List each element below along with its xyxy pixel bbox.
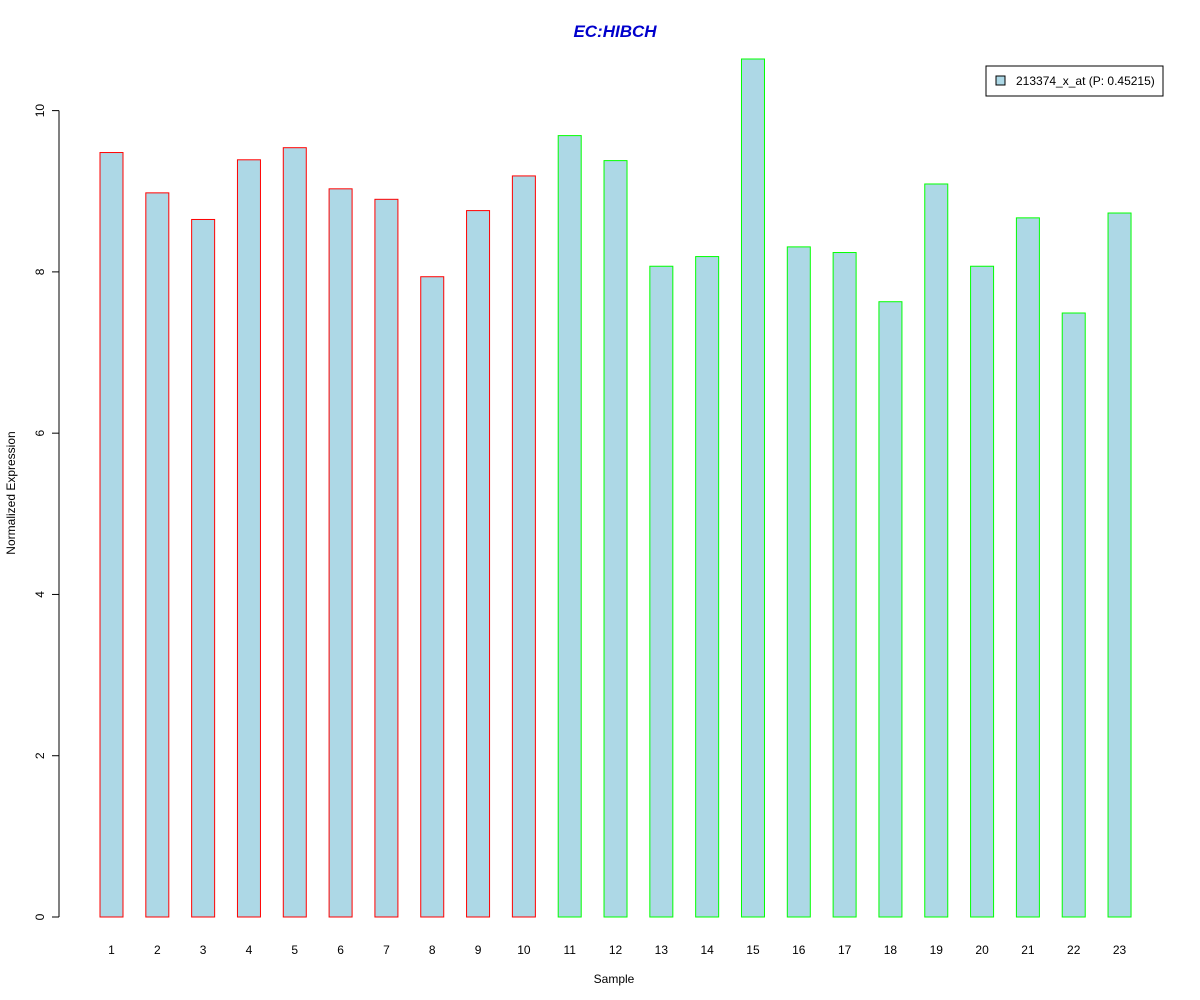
x-tick-label: 5 [291,943,298,957]
x-axis-label: Sample [594,972,635,986]
y-axis-label: Normalized Expression [4,431,18,554]
bar-sample-23 [1107,212,1132,918]
x-tick-label: 20 [975,943,989,957]
bar-sample-22 [1061,312,1086,918]
bar-sample-6 [328,188,353,918]
x-tick-label: 14 [700,943,714,957]
legend-label: 213374_x_at (P: 0.45215) [1016,74,1155,88]
x-tick-label: 13 [655,943,669,957]
x-tick-label: 21 [1021,943,1035,957]
y-axis: 0 2 4 6 8 10 [33,104,60,920]
x-tick-label: 17 [838,943,852,957]
y-tick-label: 2 [33,752,47,759]
x-tick-label: 16 [792,943,806,957]
bar-sample-11 [557,135,582,918]
y-tick-label: 0 [33,913,47,920]
x-tick-label: 6 [337,943,344,957]
chart-title: EC:HIBCH [573,22,657,41]
x-tick-label: 22 [1067,943,1081,957]
bar-sample-10 [511,175,536,918]
legend-box [985,65,1164,97]
x-tick-label: 9 [475,943,482,957]
x-tick-label: 2 [154,943,161,957]
y-tick-label: 10 [33,104,47,118]
x-tick-label: 3 [200,943,207,957]
x-tick-label: 19 [930,943,944,957]
bar-sample-19 [924,183,949,918]
x-tick-label: 11 [563,943,576,957]
x-tick-label: 4 [246,943,253,957]
bar-sample-2 [145,192,170,918]
legend-swatch [995,75,1006,86]
bar-sample-12 [603,160,628,918]
bar-sample-9 [466,210,491,918]
x-tick-label: 10 [517,943,531,957]
y-tick-label: 4 [33,591,47,598]
bar-sample-16 [786,246,811,918]
x-tick-label: 12 [609,943,623,957]
x-tick-label: 23 [1113,943,1127,957]
x-tick-label: 8 [429,943,436,957]
bar-sample-4 [236,159,261,918]
bar-sample-8 [420,276,445,918]
bar-sample-1 [99,152,124,918]
bar-sample-13 [649,265,674,918]
bar-sample-14 [695,256,720,918]
y-tick-label: 8 [33,268,47,275]
bar-sample-15 [740,58,765,918]
bar-sample-3 [191,218,216,918]
bar-sample-21 [1015,217,1040,918]
bars-group [99,58,1132,918]
bar-sample-7 [374,198,399,918]
x-tick-labels: 1 2 3 4 5 6 7 8 9 10 11 12 13 14 15 16 17 18 19 20 21 22 23 [108,943,1126,957]
legend: 213374_x_at (P: 0.45215) [985,65,1164,97]
x-tick-label: 7 [383,943,390,957]
bar-sample-20 [970,265,995,918]
x-tick-label: 15 [746,943,760,957]
x-tick-label: 18 [884,943,898,957]
bar-sample-17 [832,252,857,918]
y-tick-label: 6 [33,430,47,437]
x-tick-label: 1 [108,943,115,957]
bar-sample-5 [282,147,307,918]
bar-sample-18 [878,301,903,918]
